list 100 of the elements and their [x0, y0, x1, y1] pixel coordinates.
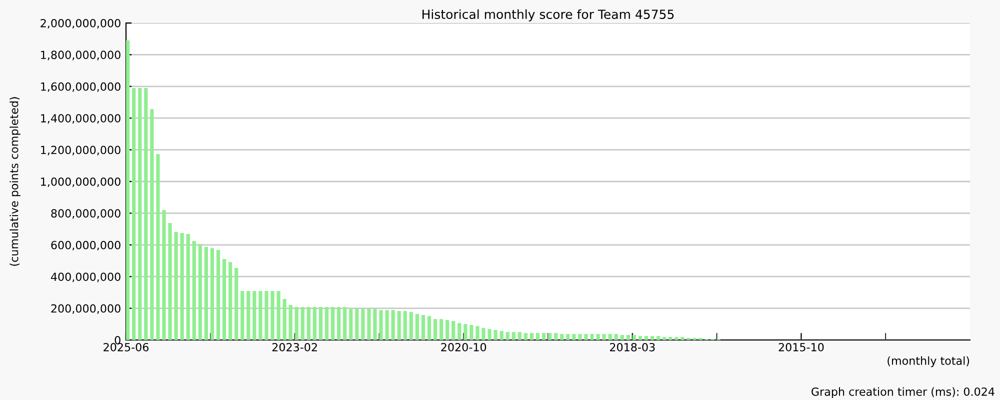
y-tick-label: 1,400,000,000	[41, 114, 120, 124]
bar	[168, 223, 172, 340]
bar	[476, 326, 480, 340]
bar	[590, 334, 594, 340]
bar	[470, 324, 474, 340]
bar	[494, 330, 498, 340]
bar	[318, 307, 323, 340]
bar	[162, 210, 166, 340]
bar	[180, 233, 184, 340]
bar	[288, 304, 292, 340]
bar	[674, 336, 678, 340]
x-tick-label: 2018-03	[610, 342, 655, 352]
x-tick-label: 2023-02	[272, 342, 317, 352]
bar	[415, 314, 419, 340]
bar	[210, 248, 214, 340]
bar	[421, 314, 426, 340]
bar	[608, 334, 612, 340]
bar	[482, 328, 486, 340]
bar	[506, 332, 510, 340]
bar	[324, 307, 329, 340]
bar	[530, 333, 534, 340]
bar	[644, 336, 648, 340]
bar	[349, 308, 353, 340]
bar	[536, 333, 540, 340]
bar	[270, 291, 274, 340]
bar	[258, 291, 262, 340]
bar	[343, 307, 347, 340]
bar	[306, 307, 310, 340]
bar	[186, 234, 190, 340]
bar	[126, 40, 130, 340]
bar	[542, 333, 546, 340]
x-axis-title: (monthly total)	[888, 356, 970, 368]
bar	[397, 310, 401, 340]
bar	[337, 307, 341, 340]
y-tick-label: 1,600,000,000	[41, 82, 120, 92]
bar	[512, 332, 516, 340]
bar	[662, 336, 666, 340]
bar	[518, 332, 522, 340]
bar	[132, 88, 136, 340]
bar	[361, 308, 365, 340]
bar	[312, 307, 317, 340]
bar	[433, 319, 438, 340]
bar	[572, 334, 576, 340]
bar	[596, 334, 600, 340]
x-tick-label: 2020-10	[441, 342, 486, 352]
bar	[566, 334, 570, 340]
y-tick-label: 600,000,000	[51, 240, 120, 250]
bar	[554, 333, 558, 340]
bar	[174, 232, 178, 340]
chart-title: Historical monthly score for Team 45755	[422, 9, 674, 22]
bar	[656, 336, 660, 340]
y-tick-label: 400,000,000	[50, 272, 120, 282]
bar	[409, 312, 413, 340]
bar	[650, 336, 654, 340]
bar	[680, 336, 684, 340]
bar	[578, 334, 582, 340]
bar	[560, 334, 564, 340]
bar	[192, 240, 196, 340]
bar	[500, 330, 504, 340]
bar	[204, 246, 208, 340]
bar	[391, 310, 395, 340]
y-tick-label: 2,000,000,000	[40, 18, 120, 29]
bar	[373, 308, 377, 340]
bar	[385, 310, 389, 340]
bar	[150, 109, 154, 340]
y-axis-title: (cumulative points completed)	[10, 97, 20, 266]
bar	[282, 298, 286, 340]
y-tick-label: 200,000,000	[51, 304, 120, 314]
bar	[620, 334, 624, 340]
bar	[427, 316, 432, 340]
bar	[403, 310, 407, 340]
bar	[367, 308, 371, 340]
bar	[626, 334, 630, 340]
bar	[464, 324, 468, 340]
bar	[488, 329, 492, 340]
bar	[602, 334, 606, 340]
bar	[228, 262, 232, 340]
y-tick-label: 0	[114, 336, 120, 344]
bar	[216, 250, 220, 340]
y-tick-label: 1,200,000,000	[41, 146, 120, 156]
bar	[276, 291, 280, 340]
bar	[632, 334, 636, 340]
bar	[584, 334, 588, 340]
x-tick-label: 2015-10	[778, 342, 824, 352]
bar	[446, 320, 450, 340]
bar	[330, 307, 335, 340]
bar	[240, 291, 244, 340]
bar	[379, 310, 383, 340]
bar	[156, 154, 160, 340]
text: Graph creation timer (ms): 0.024	[812, 387, 994, 398]
y-tick-label: 1,000,000,000	[41, 177, 120, 188]
y-tick-label: 800,000,000	[51, 209, 120, 219]
bar	[294, 307, 298, 340]
bar	[198, 244, 202, 340]
x-tick-label: 2025-06	[104, 342, 149, 352]
bar	[355, 308, 359, 340]
bar	[439, 319, 444, 340]
bar	[144, 88, 148, 340]
bar	[246, 291, 250, 340]
bar	[548, 333, 552, 340]
